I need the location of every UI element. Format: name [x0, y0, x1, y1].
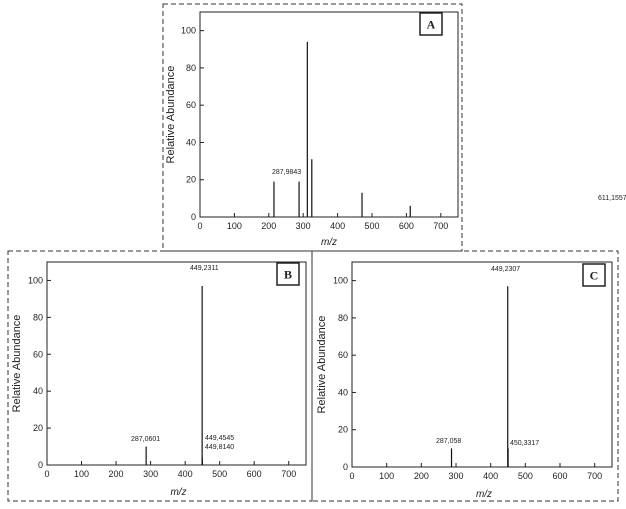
peak-label-b: 449,8140 — [205, 444, 234, 451]
x-tick-label-c: 400 — [483, 471, 498, 481]
x-tick-label-a: 300 — [296, 221, 311, 231]
x-tick-label-a: 100 — [227, 221, 242, 231]
y-tick-label-a: 40 — [186, 137, 196, 147]
y-axis-label-a: Relative Abundance — [165, 66, 177, 164]
x-tick-label-b: 100 — [74, 469, 89, 479]
x-tick-label-a: 500 — [364, 221, 379, 231]
x-tick-label-b: 500 — [212, 469, 227, 479]
x-axis-label-c: m/z — [476, 489, 492, 500]
x-tick-label-c: 200 — [414, 471, 429, 481]
y-tick-label-c: 0 — [343, 462, 348, 472]
peak-label-a: 287,9843 — [272, 169, 301, 176]
x-tick-label-b: 300 — [143, 469, 158, 479]
x-tick-label-a: 600 — [399, 221, 414, 231]
y-tick-label-c: 100 — [333, 276, 348, 286]
panel-frame-a — [162, 3, 463, 252]
panel-frame-b — [7, 250, 313, 502]
panel-letter-b: B — [284, 268, 292, 282]
plot-area-a — [199, 11, 459, 218]
y-tick-label-c: 80 — [338, 313, 348, 323]
x-tick-label-b: 400 — [178, 469, 193, 479]
plot-area-b — [46, 261, 307, 466]
y-tick-label-b: 40 — [33, 386, 43, 396]
x-tick-label-b: 200 — [109, 469, 124, 479]
y-tick-label-a: 60 — [186, 100, 196, 110]
x-tick-label-c: 300 — [448, 471, 463, 481]
x-tick-label-a: 200 — [261, 221, 276, 231]
peak-label-c: 287,058 — [436, 438, 461, 445]
y-tick-label-a: 80 — [186, 63, 196, 73]
y-tick-label-b: 20 — [33, 423, 43, 433]
y-tick-label-b: 60 — [33, 349, 43, 359]
panel-frame-c — [311, 250, 619, 502]
x-tick-label-c: 100 — [379, 471, 394, 481]
x-axis-label-a: m/z — [321, 237, 337, 248]
peak-label-b: 449,2311 — [190, 265, 219, 272]
y-tick-label-a: 100 — [181, 26, 196, 36]
x-tick-label-c: 500 — [518, 471, 533, 481]
panel-letter-box-b — [276, 262, 300, 286]
plot-area-c — [351, 261, 613, 468]
x-tick-label-b: 0 — [44, 469, 49, 479]
panel-letter-box-c — [582, 263, 606, 287]
y-axis-label-b: Relative Abundance — [11, 315, 23, 413]
x-tick-label-a: 0 — [197, 221, 202, 231]
y-tick-label-b: 80 — [33, 312, 43, 322]
panel-letter-a: A — [427, 18, 436, 32]
x-tick-label-b: 600 — [247, 469, 262, 479]
x-tick-label-a: 700 — [433, 221, 448, 231]
panel-letter-box-a — [419, 12, 443, 36]
peak-label-c: 450,3317 — [510, 440, 539, 447]
x-tick-label-c: 600 — [552, 471, 567, 481]
x-tick-label-c: 0 — [349, 471, 354, 481]
y-tick-label-c: 60 — [338, 350, 348, 360]
y-tick-label-c: 40 — [338, 387, 348, 397]
x-tick-label-a: 400 — [330, 221, 345, 231]
peak-label-b: 449,4545 — [205, 435, 234, 442]
y-tick-label-b: 0 — [38, 460, 43, 470]
peak-label-a: 611,1557 — [598, 195, 626, 202]
y-tick-label-c: 20 — [338, 425, 348, 435]
x-tick-label-c: 700 — [587, 471, 602, 481]
y-axis-label-c: Relative Abundance — [316, 316, 328, 414]
panel-letter-c: C — [590, 269, 599, 283]
y-tick-label-a: 0 — [191, 212, 196, 222]
x-tick-label-b: 700 — [281, 469, 296, 479]
y-tick-label-b: 100 — [28, 275, 43, 285]
x-axis-label-b: m/z — [170, 487, 186, 498]
peak-label-b: 287,0601 — [131, 436, 160, 443]
y-tick-label-a: 20 — [186, 175, 196, 185]
peak-label-c: 449,2307 — [491, 266, 520, 273]
